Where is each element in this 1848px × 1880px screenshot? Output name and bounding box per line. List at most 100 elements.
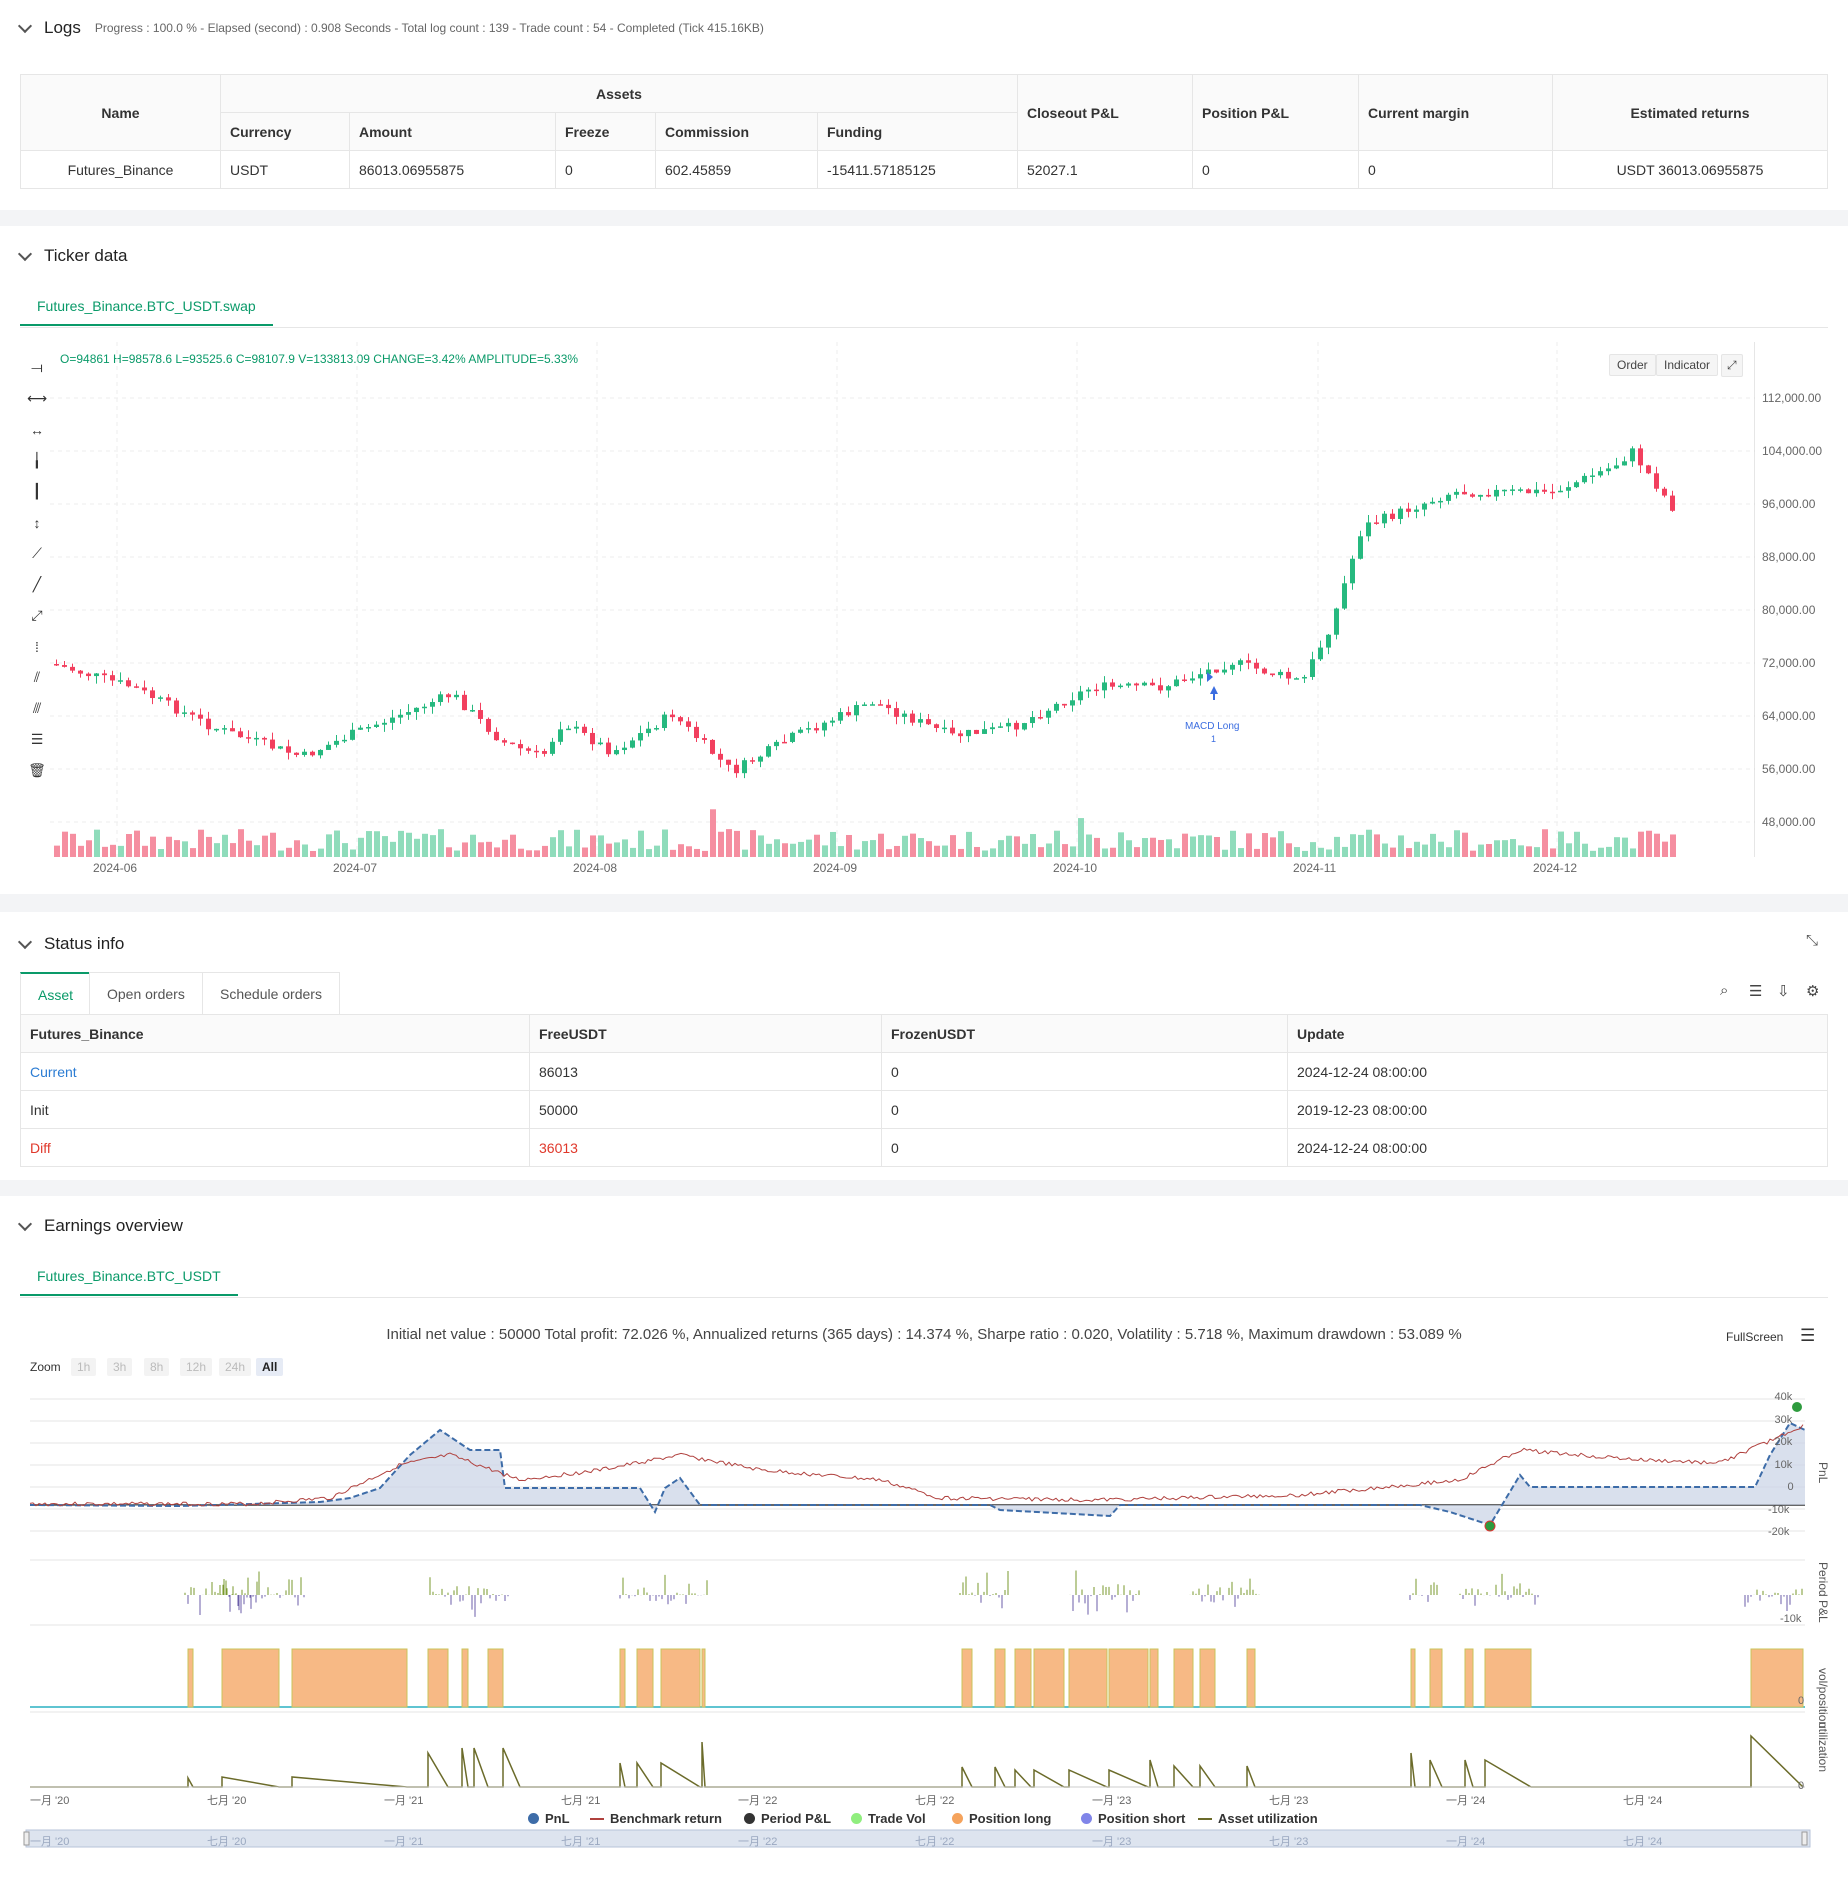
status-header[interactable]: Status info	[17, 934, 124, 954]
order-button[interactable]: Order	[1609, 354, 1656, 376]
candle	[718, 748, 723, 768]
candlestick-chart[interactable]	[50, 342, 1755, 857]
candle	[1198, 668, 1203, 686]
cell: 0	[881, 1052, 1288, 1091]
candle	[366, 723, 371, 732]
trend-line-icon[interactable]: ╱	[32, 576, 42, 592]
candle	[382, 718, 387, 732]
cell: 0	[881, 1128, 1288, 1167]
candle	[806, 721, 811, 734]
cell: 2024-12-24 08:00:00	[1287, 1052, 1828, 1091]
volume-bar	[1262, 833, 1268, 857]
search-icon[interactable]: ⌕	[1720, 982, 1729, 999]
logs-header[interactable]: Logs Progress : 100.0 % - Elapsed (secon…	[17, 18, 764, 38]
horizontal-segment-icon[interactable]: ↔	[30, 421, 44, 438]
gear-icon[interactable]: ⚙	[1806, 983, 1820, 1000]
earnings-chart[interactable]	[0, 1380, 1848, 1880]
chevron-down-icon[interactable]	[17, 18, 33, 33]
volume-bar	[374, 831, 380, 857]
tab-schedule-orders[interactable]: Schedule orders	[202, 972, 340, 1014]
candle	[750, 757, 755, 765]
zoom-all[interactable]: All	[256, 1358, 284, 1376]
tab-open-orders[interactable]: Open orders	[89, 972, 203, 1014]
tab-earnings-symbol[interactable]: Futures_Binance.BTC_USDT	[20, 1256, 238, 1296]
zoom-12h[interactable]: 12h	[180, 1358, 213, 1376]
legend-item[interactable]: Asset utilization	[1198, 1811, 1318, 1826]
price-label-icon[interactable]: ⁞	[35, 638, 39, 655]
candle	[1662, 486, 1667, 498]
legend-item[interactable]: PnL	[528, 1811, 570, 1826]
chevron-down-icon[interactable]	[17, 246, 33, 261]
candle	[670, 709, 675, 722]
legend-item[interactable]: Benchmark return	[590, 1811, 722, 1826]
zoom-1h[interactable]: 1h	[71, 1358, 97, 1376]
zoom-8h[interactable]: 8h	[144, 1358, 170, 1376]
price-channel-icon[interactable]: ⫻	[32, 700, 42, 716]
volume-bar	[102, 846, 108, 857]
cell-name: Futures_Binance	[20, 150, 221, 189]
zoom-24h[interactable]: 24h	[219, 1358, 252, 1376]
tab-ticker-symbol[interactable]: Futures_Binance.BTC_USDT.swap	[20, 286, 273, 326]
legend-item[interactable]: Position long	[952, 1811, 1051, 1826]
candle	[134, 683, 139, 689]
col-free: FreeUSDT	[529, 1014, 882, 1053]
earnings-header[interactable]: Earnings overview	[17, 1216, 183, 1236]
parallel-line-icon[interactable]: ⫽	[33, 669, 41, 685]
legend-item[interactable]: Position short	[1081, 1811, 1185, 1826]
fullscreen-button[interactable]: FullScreen	[1726, 1330, 1784, 1344]
x-tick-label: 2024-12	[1533, 861, 1578, 875]
macd-long-annotation: MACD Long	[1185, 721, 1240, 732]
candle	[694, 721, 699, 742]
volume-bar	[1334, 836, 1340, 857]
segment-icon[interactable]: ⤢	[31, 607, 43, 623]
ray-icon[interactable]: ⟋	[32, 545, 42, 561]
y-tick-label: 48,000.00	[1762, 815, 1816, 829]
chevron-down-icon[interactable]	[17, 934, 33, 949]
volume-bar	[550, 837, 556, 857]
navigator-tick-label: 七月 '22	[915, 1836, 955, 1848]
volume-bar	[222, 834, 228, 857]
horizontal-line-icon[interactable]: ⟷	[26, 390, 48, 406]
expand-icon[interactable]: ⤢	[1721, 354, 1743, 377]
menu-icon[interactable]: ☰	[1800, 1326, 1816, 1345]
zoom-3h[interactable]: 3h	[107, 1358, 133, 1376]
list-icon[interactable]: ☰	[1749, 983, 1763, 1000]
chevron-down-icon[interactable]	[17, 1216, 33, 1231]
candle	[1510, 485, 1515, 496]
collapse-icon[interactable]: ⤡	[1805, 932, 1818, 949]
vertical-segment-icon[interactable]: ↕	[33, 514, 41, 531]
vertical-ray-icon[interactable]: ╽	[32, 452, 42, 468]
legend-item[interactable]: Period P&L	[744, 1811, 831, 1826]
vol-tick-label: 0	[1798, 1695, 1805, 1707]
candle	[1382, 510, 1387, 528]
volume-bar	[1054, 830, 1060, 857]
navigator-handle-left[interactable]	[23, 1831, 30, 1846]
vertical-line-icon[interactable]: ┃	[32, 483, 42, 499]
volume-bar	[462, 842, 468, 857]
tab-asset[interactable]: Asset	[20, 972, 92, 1014]
fibonacci-icon[interactable]: ☰	[30, 731, 44, 747]
y-tick-label: 112,000.00	[1762, 391, 1822, 405]
x-tick-label: 2024-11	[1293, 861, 1337, 875]
position-long-block	[1429, 1648, 1443, 1708]
x-tick-label: 七月 '20	[207, 1795, 247, 1807]
volume-bar	[582, 847, 588, 857]
candle	[798, 727, 803, 734]
ticker-header[interactable]: Ticker data	[17, 246, 127, 266]
navigator-tick-label: 七月 '23	[1269, 1836, 1309, 1848]
volume-bar	[190, 848, 196, 857]
legend-item[interactable]: Trade Vol	[851, 1811, 926, 1826]
candle	[886, 699, 891, 715]
side-axis-label: vol/position	[1816, 1668, 1830, 1729]
horizontal-ray-icon[interactable]: ⟞	[31, 359, 43, 375]
candle	[1230, 662, 1235, 675]
navigator-handle-right[interactable]	[1801, 1831, 1808, 1846]
legend-label: PnL	[545, 1811, 570, 1826]
indicator-button[interactable]: Indicator	[1656, 354, 1719, 376]
candle	[262, 736, 267, 746]
pnl-tick-label: -10k	[1768, 1503, 1790, 1516]
download-icon[interactable]: ⇩	[1777, 983, 1790, 1000]
trash-icon[interactable]: 🗑	[28, 762, 46, 778]
volume-bar	[806, 839, 812, 857]
volume-bar	[94, 829, 100, 857]
